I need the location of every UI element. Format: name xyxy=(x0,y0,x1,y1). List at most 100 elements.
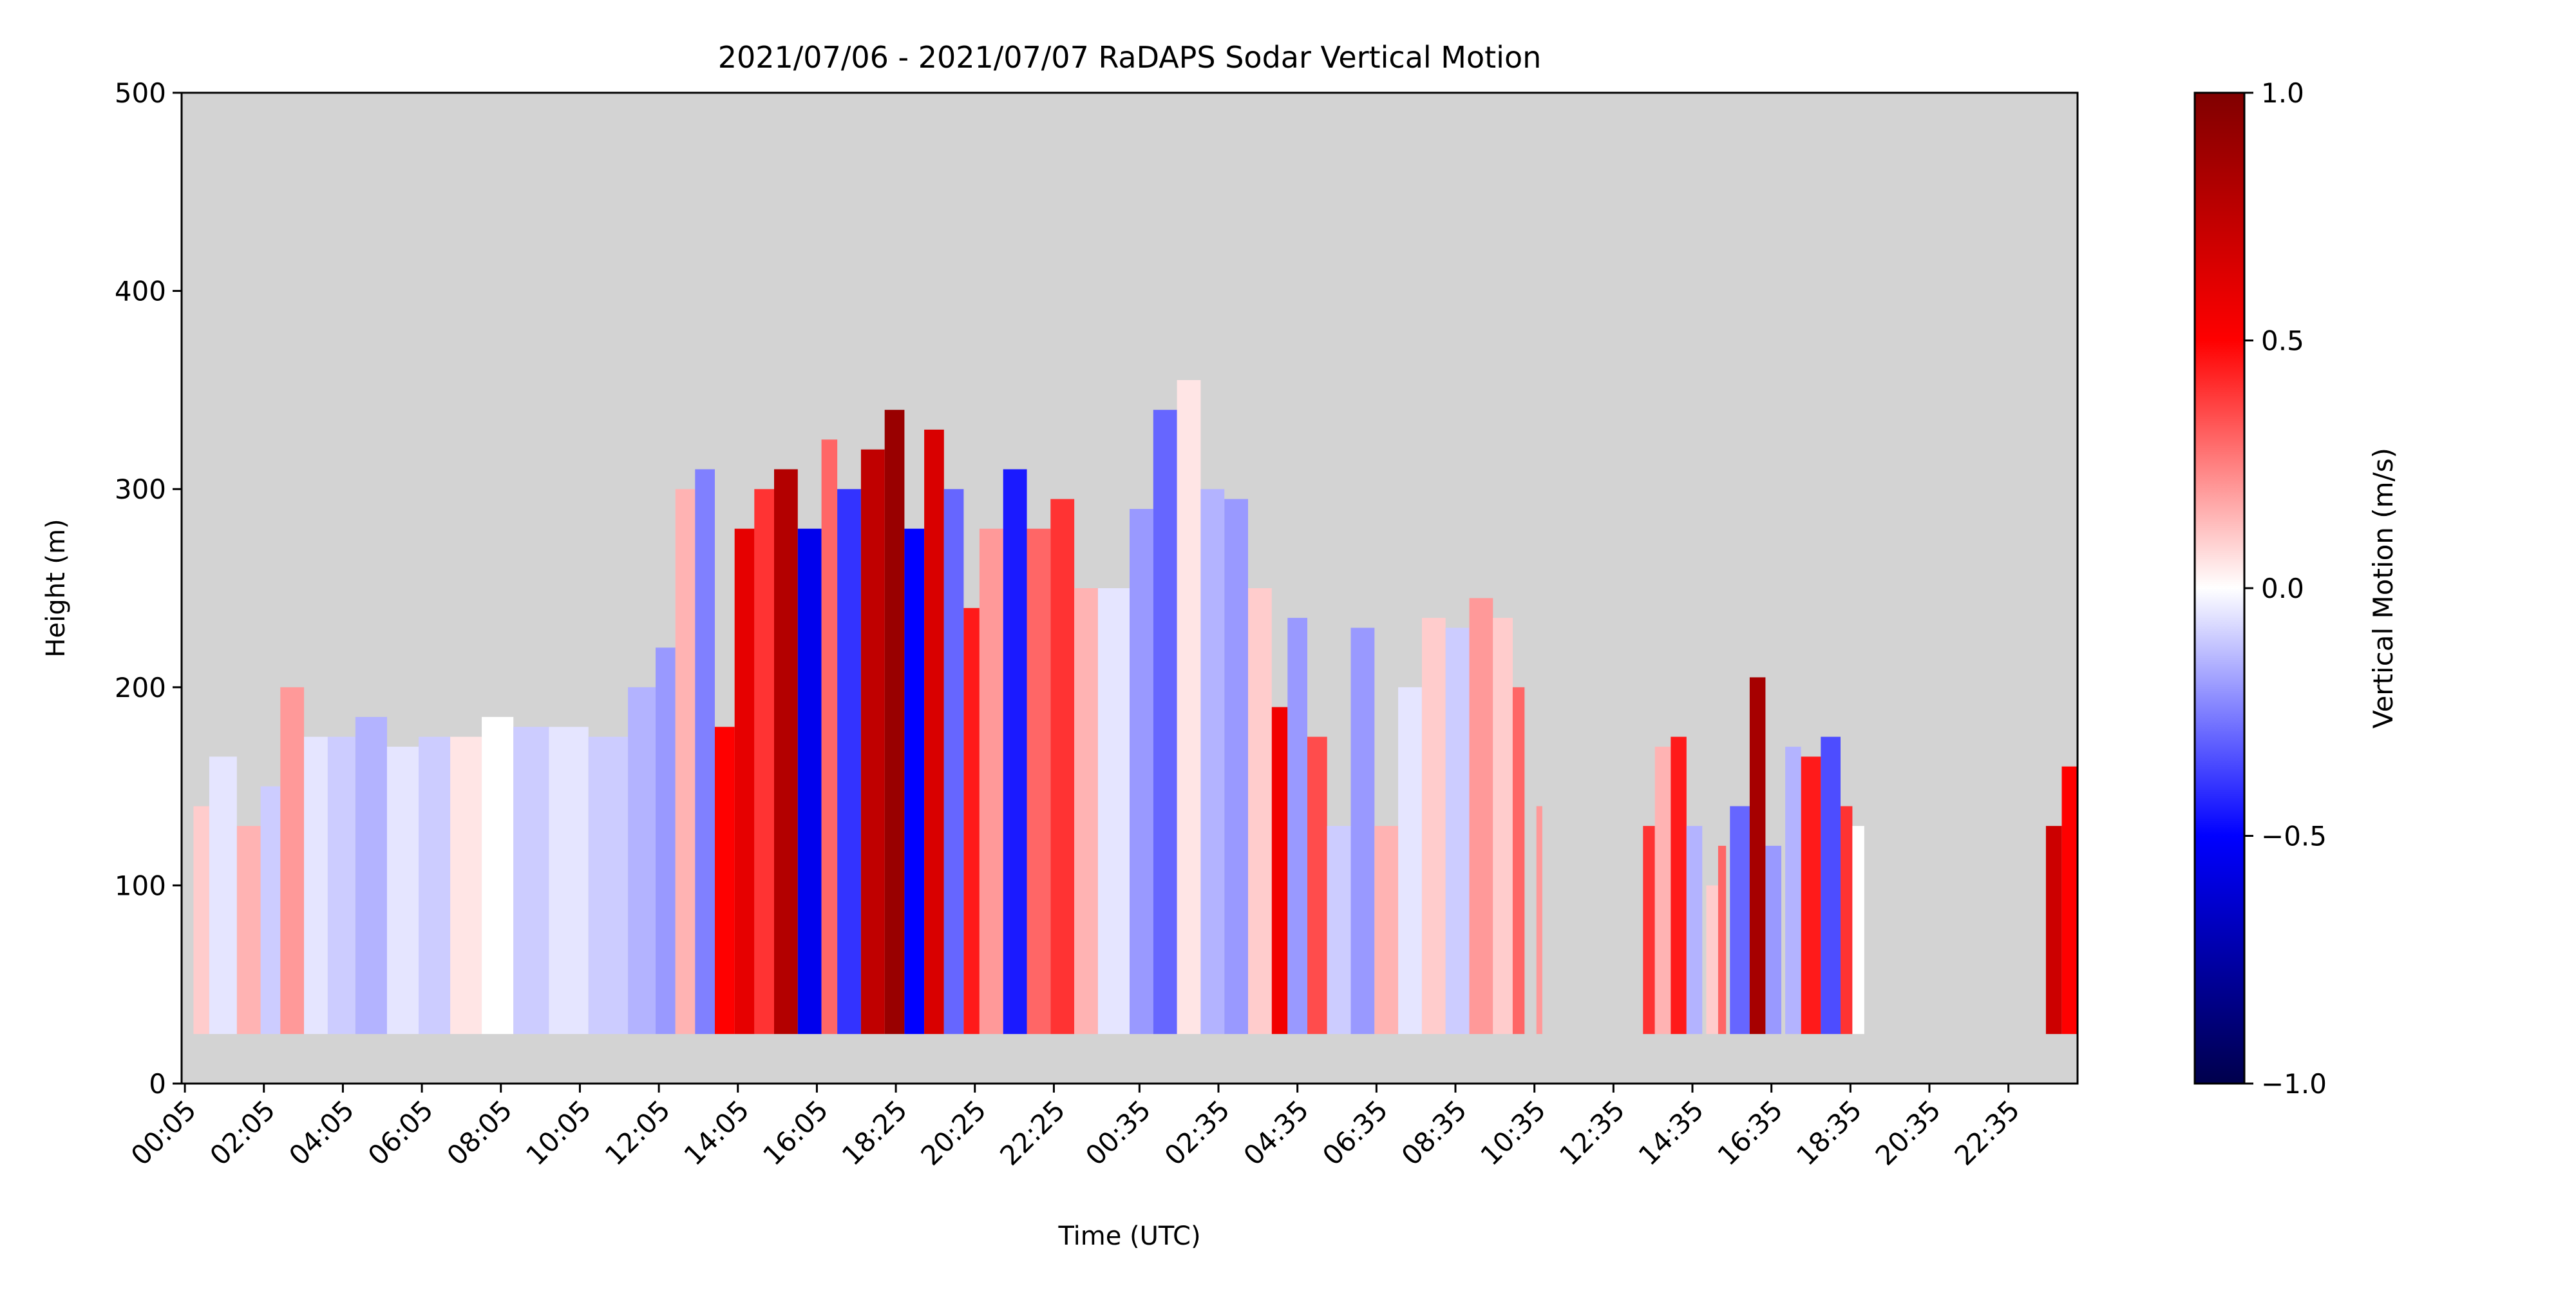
heatmap-layer xyxy=(193,380,2078,1035)
heatmap-cell xyxy=(1706,885,1718,1035)
heatmap-cell xyxy=(209,756,237,1035)
x-tick-label: 00:35 xyxy=(1079,1094,1157,1171)
heatmap-cell xyxy=(1177,380,1201,1035)
heatmap-cell xyxy=(1074,588,1098,1035)
heatmap-cell xyxy=(280,687,305,1035)
heatmap-cell xyxy=(1350,627,1375,1035)
heatmap-cell xyxy=(1536,806,1542,1035)
heatmap-cell xyxy=(236,826,261,1035)
colorbar-tick-label: 0.5 xyxy=(2261,325,2304,357)
colorbar-axis: −1.0 −0.5 0.0 0.5 1.0 xyxy=(2244,77,2327,1100)
chart-title: 2021/07/06 - 2021/07/07 RaDAPS Sodar Ver… xyxy=(718,40,1542,75)
x-tick-label: 06:05 xyxy=(362,1094,439,1171)
heatmap-cell xyxy=(2061,766,2078,1035)
heatmap-cell xyxy=(754,489,774,1035)
x-tick-label: 16:05 xyxy=(757,1094,834,1171)
y-tick-label: 0 xyxy=(149,1068,166,1100)
heatmap-cell xyxy=(695,469,715,1035)
heatmap-cell xyxy=(1027,528,1051,1035)
heatmap-cell xyxy=(979,528,1003,1035)
heatmap-cell xyxy=(1287,618,1307,1035)
heatmap-cell xyxy=(1765,845,1781,1035)
heatmap-cell xyxy=(304,736,328,1035)
heatmap-cell xyxy=(1801,756,1821,1035)
heatmap-cell xyxy=(549,727,589,1035)
x-tick-label: 14:35 xyxy=(1633,1094,1710,1171)
x-tick-label: 04:05 xyxy=(283,1094,360,1171)
heatmap-cell xyxy=(260,786,281,1035)
heatmap-cell xyxy=(963,607,980,1035)
heatmap-cell xyxy=(1421,618,1446,1035)
x-tick-label: 22:35 xyxy=(1948,1094,2025,1171)
heatmap-cell xyxy=(1686,826,1703,1035)
heatmap-cell xyxy=(1643,826,1655,1035)
x-tick-label: 22:25 xyxy=(994,1094,1071,1171)
colorbar-tick-label: −1.0 xyxy=(2261,1068,2327,1100)
heatmap-cell xyxy=(1821,736,1841,1035)
heatmap-cell xyxy=(1248,588,1272,1035)
heatmap-cell xyxy=(1374,826,1399,1035)
heatmap-cell xyxy=(715,727,735,1035)
heatmap-cell xyxy=(1003,469,1027,1035)
heatmap-cell xyxy=(1153,410,1177,1035)
heatmap-cell xyxy=(1493,618,1513,1035)
heatmap-cell xyxy=(1307,736,1327,1035)
x-tick-label: 18:25 xyxy=(836,1094,913,1171)
heatmap-cell xyxy=(821,439,838,1035)
x-tick-label: 10:35 xyxy=(1474,1094,1551,1171)
x-tick-label: 08:05 xyxy=(440,1094,518,1171)
colorbar xyxy=(2193,91,2246,1085)
heatmap-cell xyxy=(513,727,549,1035)
heatmap-cell xyxy=(797,528,822,1035)
x-tick-label: 10:05 xyxy=(520,1094,597,1171)
heatmap-cell xyxy=(193,806,209,1035)
heatmap-cell xyxy=(1730,806,1750,1035)
heatmap-cell xyxy=(1852,826,1864,1035)
colorbar-tick-label: −0.5 xyxy=(2261,821,2327,852)
heatmap-cell xyxy=(904,528,925,1035)
x-tick-label: 20:25 xyxy=(914,1094,992,1171)
x-tick-label: 04:35 xyxy=(1237,1094,1314,1171)
heatmap-cell xyxy=(1271,707,1288,1035)
y-tick-label: 200 xyxy=(115,672,166,703)
heatmap-cell xyxy=(1654,747,1671,1035)
y-tick-label: 500 xyxy=(115,77,166,109)
heatmap-cell xyxy=(675,489,696,1035)
heatmap-cell xyxy=(628,687,656,1035)
heatmap-cell xyxy=(482,716,514,1035)
heatmap-cell xyxy=(943,489,964,1035)
heatmap-cell xyxy=(1398,687,1422,1035)
heatmap-cell xyxy=(355,716,387,1035)
heatmap-cell xyxy=(734,528,755,1035)
heatmap-cell xyxy=(1327,826,1351,1035)
x-tick-label: 14:05 xyxy=(677,1094,755,1171)
x-axis-label: Time (UTC) xyxy=(1057,1221,1200,1251)
plot-frame xyxy=(180,91,2079,1085)
heatmap-cell xyxy=(1224,499,1248,1035)
heatmap-cell xyxy=(1718,845,1727,1035)
heatmap-cell xyxy=(774,469,798,1035)
heatmap-cell xyxy=(1671,736,1687,1035)
y-axis: 0 100 200 300 400 500 xyxy=(115,77,182,1100)
x-tick-label: 16:35 xyxy=(1711,1094,1788,1171)
heatmap-cell xyxy=(1469,598,1493,1035)
x-tick-label: 06:35 xyxy=(1316,1094,1394,1171)
colorbar-label: Vertical Motion (m/s) xyxy=(2367,448,2399,729)
x-tick-label: 00:05 xyxy=(125,1094,202,1171)
heatmap-cell xyxy=(1097,588,1130,1035)
heatmap-cell xyxy=(884,410,905,1035)
heatmap-cell xyxy=(450,736,482,1035)
heatmap-cell xyxy=(386,747,419,1035)
heatmap-cell xyxy=(1050,499,1075,1035)
colorbar-tick-label: 1.0 xyxy=(2261,77,2304,109)
heatmap-cell xyxy=(860,449,885,1035)
heatmap-cell xyxy=(588,736,628,1035)
heatmap-cell xyxy=(837,489,861,1035)
x-tick-label: 08:35 xyxy=(1396,1094,1473,1171)
heatmap-cell xyxy=(924,429,944,1035)
x-tick-label: 12:05 xyxy=(599,1094,676,1171)
heatmap-cell xyxy=(1512,687,1525,1035)
heatmap-cell xyxy=(327,736,355,1035)
